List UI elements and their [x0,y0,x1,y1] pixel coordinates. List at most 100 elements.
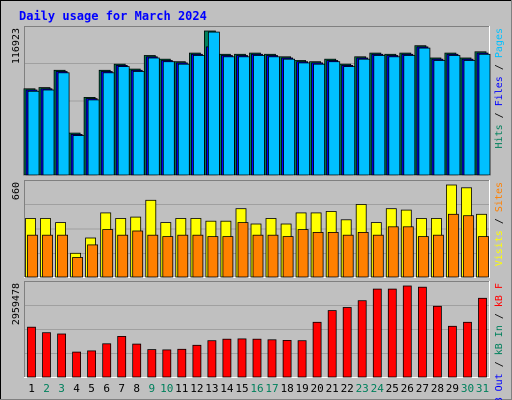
bar-pages-day-17 [268,56,280,176]
bar-kb-f-day-20 [312,321,322,378]
day-label-14: 14 [220,382,234,395]
day-label-16: 16 [250,382,263,395]
bar-kb-f-day-8 [132,343,142,378]
bar-sites-day-28 [432,234,444,278]
bar-kb-f-day-17 [267,339,277,378]
bar-pages-day-9 [147,57,160,176]
day-labels: 1 2 3 4 5 6 7 8 9 10 11 12 13 14 15 16 17 18 19 20 21 22 23 24 2… [28,382,489,395]
bar-pages-day-27 [418,47,431,176]
bar-sites-day-1 [27,234,38,278]
day-label-19: 19 [295,382,308,395]
day-label-29: 29 [446,382,459,395]
bar-kb-f-day-24 [372,288,382,378]
day-label-15: 15 [235,382,248,395]
bar-kb-f-day-31 [478,297,487,378]
legend-entry: kB In [494,325,505,355]
day-label-24: 24 [371,382,385,395]
bar-sites-day-4 [72,257,83,278]
bar-sites-day-2 [42,234,53,278]
day-label-1: 1 [28,382,35,395]
bar-pages-day-1 [27,90,40,176]
series-sites [27,213,489,278]
bar-sites-day-19 [297,229,309,278]
legend-entry: / [494,212,505,230]
bar-pages-day-20 [313,63,326,176]
series-pages [27,31,491,176]
bar-sites-day-10 [162,236,174,278]
bar-kb-f-day-21 [327,310,337,378]
day-label-4: 4 [73,382,80,395]
bar-pages-day-16 [253,55,265,176]
day-label-9: 9 [148,382,155,395]
bar-pages-day-10 [162,61,175,176]
bar-pages-day-7 [117,66,130,176]
bar-pages-day-3 [57,72,70,176]
bar-kb-f-day-26 [402,285,412,378]
bar-sites-day-23 [357,231,369,278]
day-label-10: 10 [160,382,173,395]
bar-pages-day-15 [238,56,250,176]
bar-kb-f-day-14 [222,338,232,378]
bar-kb-f-day-6 [102,343,112,378]
bar-kb-f-day-19 [297,340,307,378]
bar-sites-day-30 [463,215,474,278]
bar-pages-day-6 [102,72,115,176]
bar-pages-day-12 [192,55,205,176]
bar-pages-day-26 [403,55,416,176]
bar-sites-day-7 [117,234,129,278]
day-label-25: 25 [386,382,399,395]
bar-kb-f-day-5 [87,350,96,378]
bar-kb-f-day-1 [27,326,36,378]
day-label-23: 23 [356,382,369,395]
day-label-3: 3 [58,382,65,395]
bar-sites-day-14 [222,236,234,278]
day-label-13: 13 [205,382,218,395]
bar-pages-day-25 [388,56,401,176]
bar-sites-day-13 [207,236,219,278]
bar-pages-day-19 [298,62,311,176]
bar-sites-day-24 [372,234,384,278]
bar-sites-day-20 [312,231,324,278]
bar-pages-day-4 [72,135,85,176]
day-label-8: 8 [133,382,140,395]
panel-max-label: 116923 [11,28,22,64]
bar-sites-day-21 [327,231,339,278]
bar-pages-day-29 [448,55,461,176]
bar-pages-day-2 [42,89,55,176]
legend-entry: Hits [494,124,505,148]
bar-kb-f-day-16 [252,338,262,378]
bar-pages-day-8 [132,71,145,176]
bar-sites-day-12 [192,234,204,278]
panel-visits-sites: 660 Visits / Sites [11,180,505,278]
day-label-12: 12 [190,382,203,395]
bar-kb-f-day-22 [342,307,352,378]
legend-entry: Pages [494,28,505,58]
bar-kb-f-day-7 [117,335,127,378]
day-label-2: 2 [43,382,50,395]
day-label-7: 7 [118,382,125,395]
legend-entry: kB F [494,283,505,307]
bar-sites-day-11 [177,234,189,278]
bar-sites-day-5 [87,244,98,278]
legend-entry: Sites [494,182,505,212]
bar-pages-day-30 [463,60,476,176]
bar-sites-day-15 [237,222,249,278]
bar-pages-day-22 [343,66,356,176]
bar-kb-f-day-25 [387,288,397,378]
bar-kb-f-day-2 [42,332,51,378]
bar-pages-day-5 [87,99,100,176]
bar-sites-day-22 [342,234,354,278]
day-label-18: 18 [280,382,293,395]
bar-sites-day-3 [57,234,68,278]
bar-kb-f-day-28 [432,305,442,378]
day-label-28: 28 [431,382,444,395]
legend-entry: / [494,355,505,373]
series-kb-f [27,285,487,378]
day-label-31: 31 [476,382,489,395]
bar-sites-day-16 [252,234,264,278]
day-label-21: 21 [326,382,339,395]
day-label-11: 11 [175,382,188,395]
legend-entry: / [494,106,505,124]
bar-kb-f-day-15 [237,338,247,378]
